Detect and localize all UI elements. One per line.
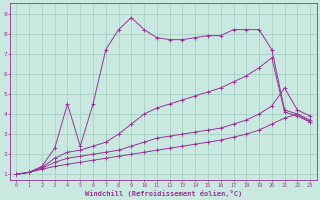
X-axis label: Windchill (Refroidissement éolien,°C): Windchill (Refroidissement éolien,°C) bbox=[84, 190, 242, 197]
